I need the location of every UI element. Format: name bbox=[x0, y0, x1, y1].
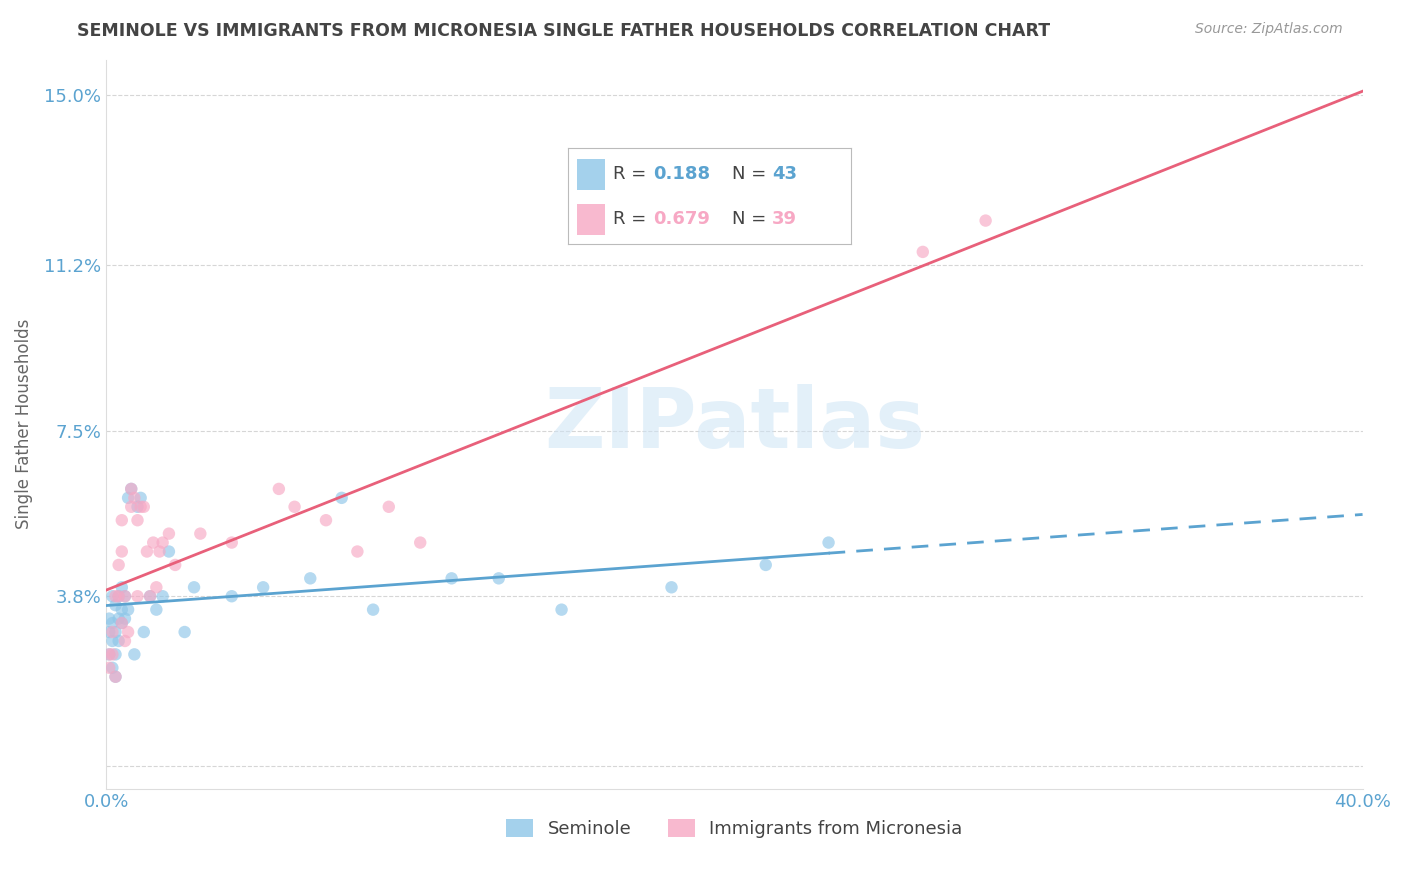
Point bbox=[315, 513, 337, 527]
Point bbox=[488, 571, 510, 585]
Legend: Seminole, Immigrants from Micronesia: Seminole, Immigrants from Micronesia bbox=[499, 812, 970, 845]
Point bbox=[120, 482, 142, 496]
Point bbox=[98, 648, 121, 662]
Point bbox=[550, 602, 572, 616]
Point bbox=[98, 661, 121, 675]
Point bbox=[124, 648, 146, 662]
Point bbox=[111, 616, 134, 631]
Point bbox=[127, 513, 149, 527]
Text: 39: 39 bbox=[772, 211, 797, 228]
Point bbox=[111, 513, 134, 527]
Text: N =: N = bbox=[733, 211, 766, 228]
Point bbox=[114, 589, 136, 603]
Point bbox=[142, 535, 165, 549]
Point bbox=[120, 500, 142, 514]
Point bbox=[117, 602, 139, 616]
Point bbox=[346, 544, 368, 558]
Point bbox=[755, 558, 778, 572]
Point bbox=[252, 580, 274, 594]
Point bbox=[409, 535, 432, 549]
Point bbox=[330, 491, 353, 505]
Point bbox=[152, 535, 174, 549]
Point bbox=[361, 602, 384, 616]
Point bbox=[157, 544, 180, 558]
Point bbox=[136, 544, 159, 558]
Point bbox=[378, 500, 401, 514]
Point bbox=[101, 661, 124, 675]
Text: SEMINOLE VS IMMIGRANTS FROM MICRONESIA SINGLE FATHER HOUSEHOLDS CORRELATION CHAR: SEMINOLE VS IMMIGRANTS FROM MICRONESIA S… bbox=[77, 22, 1050, 40]
Point bbox=[107, 611, 129, 625]
Point bbox=[145, 580, 167, 594]
Point bbox=[104, 670, 127, 684]
Point bbox=[152, 589, 174, 603]
Point bbox=[139, 589, 162, 603]
Point bbox=[111, 544, 134, 558]
Text: R =: R = bbox=[613, 211, 647, 228]
Point bbox=[299, 571, 322, 585]
Point bbox=[111, 616, 134, 631]
Text: 0.679: 0.679 bbox=[652, 211, 710, 228]
Point bbox=[440, 571, 463, 585]
Point bbox=[98, 625, 121, 640]
Bar bbox=[576, 204, 605, 235]
Point bbox=[114, 634, 136, 648]
Point bbox=[183, 580, 205, 594]
Point bbox=[127, 589, 149, 603]
Point bbox=[139, 589, 162, 603]
Point bbox=[173, 625, 195, 640]
Point bbox=[129, 500, 152, 514]
Point bbox=[104, 625, 127, 640]
Point bbox=[101, 616, 124, 631]
Point bbox=[107, 634, 129, 648]
Point bbox=[104, 670, 127, 684]
Point bbox=[117, 625, 139, 640]
Point bbox=[132, 500, 155, 514]
Point bbox=[188, 526, 211, 541]
Text: ZIPatlas: ZIPatlas bbox=[544, 384, 925, 465]
Point bbox=[120, 482, 142, 496]
Point bbox=[129, 491, 152, 505]
Point bbox=[114, 589, 136, 603]
Point bbox=[107, 558, 129, 572]
Y-axis label: Single Father Households: Single Father Households bbox=[15, 318, 32, 529]
Point bbox=[911, 244, 934, 259]
Point bbox=[221, 535, 243, 549]
Point bbox=[157, 526, 180, 541]
Text: 0.188: 0.188 bbox=[652, 165, 710, 183]
Point bbox=[104, 648, 127, 662]
Point bbox=[165, 558, 187, 572]
Text: Source: ZipAtlas.com: Source: ZipAtlas.com bbox=[1195, 22, 1343, 37]
Bar bbox=[576, 159, 605, 190]
Point bbox=[221, 589, 243, 603]
Point bbox=[111, 602, 134, 616]
Point bbox=[101, 625, 124, 640]
Point bbox=[107, 589, 129, 603]
Point bbox=[145, 602, 167, 616]
Point bbox=[114, 611, 136, 625]
Point bbox=[148, 544, 170, 558]
Point bbox=[104, 589, 127, 603]
Point bbox=[98, 611, 121, 625]
Point bbox=[284, 500, 307, 514]
Point bbox=[127, 500, 149, 514]
Point bbox=[101, 589, 124, 603]
Text: 43: 43 bbox=[772, 165, 797, 183]
Point bbox=[974, 213, 997, 227]
Point bbox=[104, 598, 127, 612]
Point bbox=[111, 580, 134, 594]
Point bbox=[101, 648, 124, 662]
Point bbox=[267, 482, 290, 496]
Point bbox=[661, 580, 683, 594]
Point bbox=[101, 634, 124, 648]
Text: R =: R = bbox=[613, 165, 647, 183]
Point bbox=[98, 648, 121, 662]
Point bbox=[132, 625, 155, 640]
Text: N =: N = bbox=[733, 165, 766, 183]
Point bbox=[117, 491, 139, 505]
Point bbox=[817, 535, 839, 549]
Point bbox=[107, 589, 129, 603]
Point bbox=[124, 491, 146, 505]
